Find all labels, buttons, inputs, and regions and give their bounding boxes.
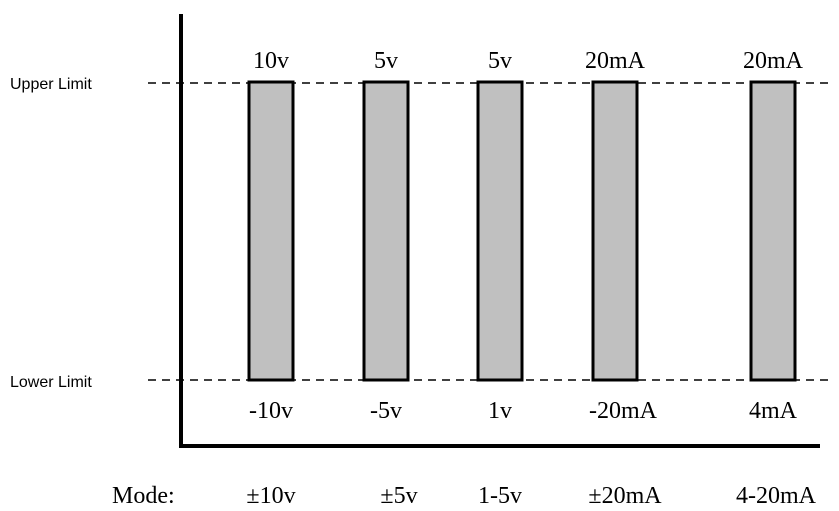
bar-mode-label: ±5v [380, 483, 417, 509]
bar-upper-value: 5v [488, 48, 512, 74]
bar-mode-label: 4-20mA [736, 483, 817, 509]
bar-lower-value: -5v [370, 398, 402, 424]
range-bar-rect [476, 80, 524, 382]
range-bar-5: 20mA 4mA 4-20mA [736, 48, 817, 509]
bar-lower-value: 4mA [749, 398, 798, 424]
bar-upper-value: 20mA [585, 48, 646, 74]
range-bar-2: 5v -5v ±5v [362, 48, 418, 509]
bar-mode-label: 1-5v [478, 483, 522, 509]
bar-mode-label: ±10v [246, 483, 295, 509]
range-bar-rect [591, 80, 639, 382]
range-bar-1: 10v -10v ±10v [246, 48, 295, 509]
bar-upper-value: 20mA [743, 48, 804, 74]
bar-lower-value: -10v [249, 398, 293, 424]
bar-upper-value: 5v [374, 48, 398, 74]
range-bar-rect [362, 80, 410, 382]
bar-lower-value: -20mA [589, 398, 658, 424]
bar-lower-value: 1v [488, 398, 512, 424]
upper-limit-label: Upper Limit [10, 76, 92, 93]
mode-prefix: Mode: [112, 483, 175, 509]
range-bar-rect [247, 80, 295, 382]
range-bar-rect [749, 80, 797, 382]
range-bar-3: 5v 1v 1-5v [476, 48, 524, 509]
lower-limit-label: Lower Limit [10, 374, 92, 391]
bar-upper-value: 10v [253, 48, 289, 74]
bar-mode-label: ±20mA [588, 483, 662, 509]
range-bar-4: 20mA -20mA ±20mA [585, 48, 662, 509]
